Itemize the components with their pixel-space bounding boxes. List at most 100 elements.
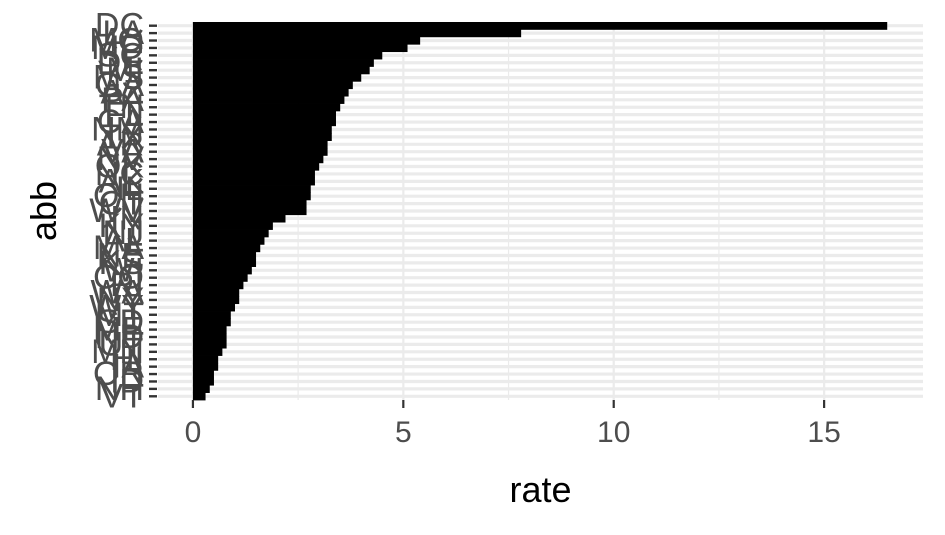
y-tick-label: WY — [89, 288, 144, 326]
y-tick-label: NJ — [102, 214, 144, 252]
bar-az — [192, 88, 349, 97]
bars — [192, 22, 888, 401]
y-tick-label: IN — [110, 199, 144, 237]
y-tick-label: MI — [106, 51, 144, 89]
x-tick-label: 15 — [807, 416, 840, 449]
y-tick-label: RI — [110, 266, 144, 304]
bar-ok — [192, 162, 320, 171]
y-tick-label: IL — [116, 170, 144, 208]
bar-me — [192, 325, 227, 334]
bar-ma — [192, 244, 261, 253]
y-tick-label: TX — [101, 118, 144, 156]
bar-ut — [192, 340, 227, 349]
bar-nh — [192, 385, 210, 393]
bar-in — [192, 214, 286, 223]
y-tick-label: CO — [93, 259, 144, 297]
bar-mt — [192, 311, 231, 319]
bar-il — [192, 185, 311, 193]
y-tick-label: GA — [95, 66, 144, 104]
bar-ri — [192, 281, 244, 290]
bar-ar — [192, 140, 328, 149]
y-tick-label: IA — [112, 348, 144, 386]
y-tick-label: NV — [97, 140, 145, 178]
y-tick-label: UT — [99, 325, 144, 363]
y-tick-label: WV — [89, 192, 144, 230]
bar-id — [192, 377, 214, 386]
y-tick-label: FL — [104, 96, 144, 134]
y-tick-label: MS — [93, 59, 144, 97]
bar-md — [192, 44, 408, 53]
y-tick-label: PA — [101, 81, 144, 119]
y-tick-label: LA — [102, 14, 144, 52]
y-tick-label: VT — [101, 377, 144, 415]
bar-ms — [192, 73, 362, 82]
y-tick-label: DC — [95, 7, 144, 45]
bar-mn — [192, 348, 223, 356]
x-axis-title: rate — [509, 469, 571, 510]
y-tick-label: KS — [99, 244, 144, 282]
bar-ks — [192, 259, 257, 267]
bar-wa — [192, 288, 240, 297]
y-tick-label: AK — [99, 162, 145, 200]
y-axis-title: abb — [23, 181, 64, 241]
y-tick-label: NY — [97, 281, 144, 319]
y-tick-label: OK — [95, 148, 144, 186]
bar-sc — [192, 51, 383, 60]
y-axis-ticks: DCLAMOMDSCDEMIMSGAAZPATNFLCANMTXARVANVOK… — [89, 7, 157, 415]
y-tick-label: ID — [110, 362, 144, 400]
y-tick-label: NE — [97, 236, 144, 274]
bar-ct — [192, 199, 307, 208]
bar-tx — [192, 133, 332, 141]
x-tick-label: 5 — [395, 416, 412, 449]
bar-mo — [192, 36, 421, 45]
y-tick-label: OH — [93, 177, 144, 215]
bar-dc — [192, 22, 888, 30]
y-tick-label: NC — [95, 155, 144, 193]
bar-wv — [192, 207, 307, 216]
bar-pa — [192, 96, 345, 104]
y-tick-label: AL — [102, 222, 144, 260]
bar-sd — [192, 318, 231, 327]
y-tick-label: WA — [90, 274, 144, 312]
y-tick-label: MA — [93, 229, 144, 267]
y-tick-label: CA — [97, 103, 145, 141]
bar-ca — [192, 118, 336, 127]
bar-wi — [192, 266, 252, 275]
bar-ga — [192, 81, 353, 90]
bar-nm — [192, 125, 332, 134]
bar-de — [192, 59, 374, 67]
y-tick-label: MT — [95, 296, 144, 334]
bar-ky — [192, 222, 273, 230]
bar-ia — [192, 362, 219, 371]
y-tick-label: KY — [99, 207, 144, 245]
bar-la — [192, 29, 522, 38]
bar-or — [192, 370, 214, 379]
y-tick-label: SC — [97, 36, 144, 74]
y-tick-label: TN — [99, 88, 144, 126]
x-tick-label: 0 — [185, 416, 202, 449]
y-tick-label: AZ — [101, 73, 144, 111]
bar-nj — [192, 229, 269, 238]
x-axis-ticks: 0 5 10 15 — [185, 400, 841, 449]
bar-ny — [192, 296, 240, 305]
bar-vt — [192, 392, 206, 401]
bar-va — [192, 148, 328, 156]
y-tick-label: AR — [97, 125, 144, 163]
bar-nc — [192, 170, 315, 179]
y-tick-label: HI — [110, 340, 144, 378]
y-tick-label: MO — [89, 22, 144, 60]
y-tick-label: DE — [97, 44, 144, 82]
y-tick-label: SD — [97, 303, 144, 341]
y-tick-label: NM — [91, 110, 144, 148]
bar-oh — [192, 192, 311, 201]
y-tick-label: ME — [93, 311, 144, 349]
bar-ak — [192, 177, 315, 186]
y-tick-label: OR — [93, 355, 144, 393]
bar-nv — [192, 155, 324, 164]
y-tick-label: CT — [99, 185, 144, 223]
bar-nd — [192, 333, 227, 342]
y-tick-label: WI — [102, 251, 144, 289]
bar-ne — [192, 251, 257, 260]
y-tick-label: VA — [101, 133, 144, 171]
